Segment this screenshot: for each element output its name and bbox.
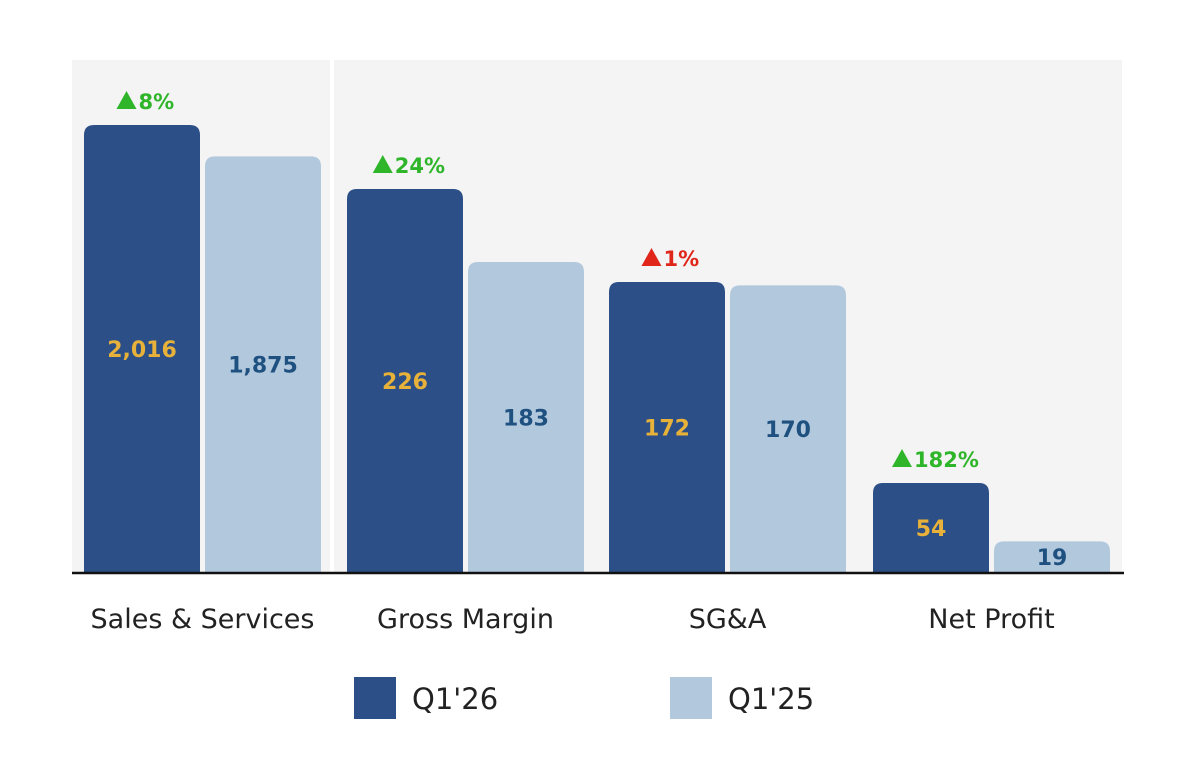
change-label-sganda: 1% (664, 247, 700, 271)
change-arrow-sganda (641, 248, 662, 266)
bar-sganda-q1-25 (730, 285, 846, 573)
value-label-sganda-q1-25: 170 (765, 418, 811, 443)
value-label-net-profit-q1-25: 19 (1037, 546, 1068, 571)
change-arrow-gross-margin (372, 155, 393, 173)
panel-right (334, 60, 1122, 573)
category-label-sales-and-services: Sales & Services (91, 604, 315, 635)
value-label-gross-margin-q1-26: 226 (382, 370, 428, 395)
value-label-sales-and-services-q1-25: 1,875 (228, 354, 298, 379)
legend-label-q1-25: Q1'25 (728, 682, 814, 716)
bar-sales-and-services-q1-26 (84, 125, 200, 573)
change-label-net-profit: 182% (914, 448, 979, 472)
category-label-gross-margin: Gross Margin (377, 604, 554, 635)
bar-net-profit-q1-26 (873, 483, 989, 573)
category-labels-layer: Sales & Services Gross Margin SG&A Net Prof… (91, 604, 1055, 635)
bar-gross-margin-q1-26 (347, 189, 463, 573)
change-arrow-net-profit (892, 449, 912, 467)
value-label-sganda-q1-26: 172 (644, 417, 690, 442)
change-labels-layer: 8% 24% 1% 182% (116, 90, 979, 472)
value-label-sales-and-services-q1-26: 2,016 (107, 338, 177, 363)
value-label-net-profit-q1-26: 54 (916, 517, 947, 542)
bar-sales-and-services-q1-25 (205, 156, 321, 574)
legend-swatch-q1-25 (670, 677, 712, 719)
legend-label-q1-26: Q1'26 (412, 682, 498, 716)
legend: Q1'26 Q1'25 (354, 677, 814, 719)
change-label-sales-and-services: 8% (139, 90, 175, 114)
change-label-gross-margin: 24% (395, 154, 445, 178)
value-labels-layer: 2,016 1,875 226 183 172 170 54 19 (107, 338, 1067, 571)
category-label-sganda: SG&A (689, 604, 767, 635)
legend-swatch-q1-26 (354, 677, 396, 719)
bar-net-profit-q1-25 (994, 541, 1110, 573)
bars-layer (84, 125, 1110, 574)
panel-backgrounds (72, 60, 1122, 573)
value-label-gross-margin-q1-25: 183 (503, 407, 549, 432)
change-arrow-sales-and-services (116, 91, 137, 109)
bar-sganda-q1-26 (609, 282, 725, 573)
category-label-net-profit: Net Profit (928, 604, 1054, 635)
bar-gross-margin-q1-25 (468, 262, 584, 573)
